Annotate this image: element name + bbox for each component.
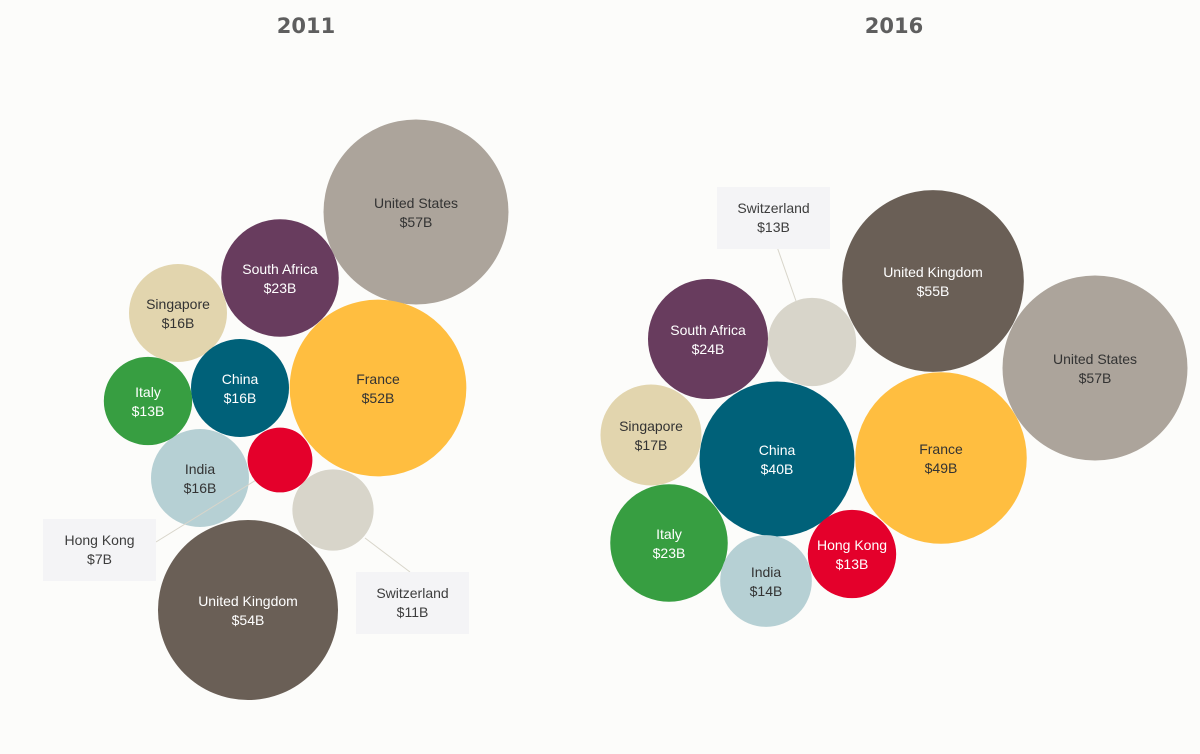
callout-name: Switzerland — [376, 585, 449, 601]
bubble-united-kingdom-2011[interactable] — [157, 519, 339, 701]
bubble-italy-2016[interactable] — [610, 484, 728, 602]
bubble-china-2016[interactable] — [699, 381, 855, 537]
bubble-label-name: United States — [374, 195, 458, 211]
bubble-label-name: France — [356, 371, 400, 387]
callout-hong-kong-2011: Hong Kong $7B — [43, 519, 156, 581]
bubble-switzerland-2016[interactable] — [767, 297, 857, 387]
bubble-united-states-2011[interactable] — [323, 119, 509, 305]
chart-title-2011: 2011 — [276, 14, 336, 38]
bubble-switzerland-2011[interactable] — [292, 469, 374, 551]
bubble-label-name: United Kingdom — [883, 264, 983, 280]
callout-switzerland-2011: Switzerland $11B — [356, 572, 469, 634]
bubble-label-value: $13B — [836, 556, 869, 572]
bubble-label-name: Singapore — [619, 418, 683, 434]
bubble-label-name: United Kingdom — [198, 593, 298, 609]
bubble-label-value: $54B — [232, 612, 265, 628]
bubble-south-africa-2011[interactable] — [221, 219, 339, 337]
bubble-label-value: $23B — [653, 545, 686, 561]
leader-line-switzerland — [364, 537, 411, 573]
bubble-label-value: $14B — [750, 583, 783, 599]
bubble-label-name: China — [759, 442, 796, 458]
callout-switzerland-2016: Switzerland $13B — [717, 187, 830, 249]
bubble-group-2016: United States $57B United Kingdom $55B Franc… — [600, 190, 1188, 627]
bubble-label-value: $24B — [692, 341, 725, 357]
bubble-label-name: South Africa — [242, 261, 318, 277]
bubble-united-states-2016[interactable] — [1002, 275, 1188, 461]
bubble-france-2011[interactable] — [289, 299, 467, 477]
bubble-label-value: $40B — [761, 461, 794, 477]
bubble-label-name: India — [751, 564, 782, 580]
callout-name: Switzerland — [737, 200, 810, 216]
bubble-label-value: $17B — [635, 437, 668, 453]
bubble-label-value: $16B — [224, 390, 257, 406]
bubble-group-2011: United States $57B United Kingdom $54B Franc… — [103, 119, 509, 701]
bubble-label-name: China — [222, 371, 259, 387]
bubble-label-value: $13B — [132, 403, 165, 419]
bubble-label-value: $52B — [362, 390, 395, 406]
bubble-label-value: $55B — [917, 283, 950, 299]
bubble-label-name: United States — [1053, 351, 1137, 367]
bubble-label-name: France — [919, 441, 963, 457]
bubble-china-2011[interactable] — [191, 339, 289, 437]
bubble-hong-kong-2011[interactable] — [247, 427, 313, 493]
bubble-label-value: $57B — [400, 214, 433, 230]
bubble-label-value: $16B — [162, 315, 195, 331]
bubble-label-value: $49B — [925, 460, 958, 476]
chart-title-2016: 2016 — [864, 14, 924, 38]
bubble-label-value: $57B — [1079, 370, 1112, 386]
bubble-united-kingdom-2016[interactable] — [842, 190, 1024, 372]
bubble-label-value: $16B — [184, 480, 217, 496]
bubble-india-2016[interactable] — [720, 535, 812, 627]
callout-value: $7B — [87, 551, 112, 567]
bubble-label-name: Italy — [135, 384, 161, 400]
callout-value: $13B — [757, 219, 790, 235]
bubble-label-name: Italy — [656, 526, 682, 542]
bubble-singapore-2011[interactable] — [129, 264, 227, 362]
bubble-india-2011[interactable] — [151, 429, 249, 527]
bubble-label-name: Hong Kong — [817, 537, 887, 553]
bubble-france-2016[interactable] — [855, 372, 1027, 544]
callout-value: $11B — [396, 604, 429, 620]
bubble-label-name: South Africa — [670, 322, 746, 338]
bubble-south-africa-2016[interactable] — [647, 278, 769, 400]
bubble-hong-kong-2016[interactable] — [807, 509, 897, 599]
bubble-label-name: Singapore — [146, 296, 210, 312]
bubble-italy-2011[interactable] — [103, 356, 193, 446]
leader-line-switzerland — [774, 240, 797, 302]
callout-name: Hong Kong — [64, 532, 135, 548]
bubble-label-name: India — [185, 461, 216, 477]
bubble-singapore-2016[interactable] — [600, 384, 702, 486]
bubble-label-value: $23B — [264, 280, 297, 296]
